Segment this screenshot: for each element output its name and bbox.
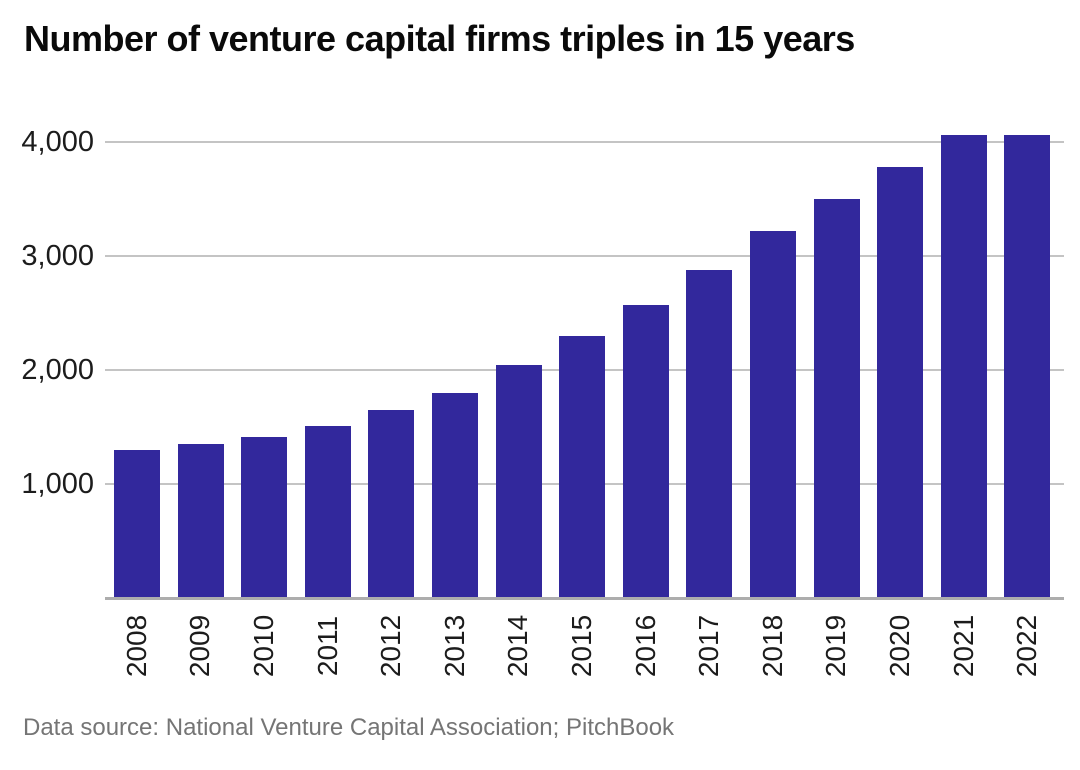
data-source-caption: Data source: National Venture Capital As… — [23, 714, 675, 741]
bar-2012 — [368, 410, 415, 598]
bar-2018 — [750, 230, 796, 598]
bar-2017 — [686, 269, 733, 598]
bar-2009 — [177, 444, 224, 598]
bar-2011 — [304, 425, 351, 598]
bar-2010 — [241, 436, 288, 598]
x-tick-label-text: 2019 — [820, 614, 852, 678]
x-tick-label-text: 2014 — [502, 614, 534, 678]
bar-2013 — [432, 392, 478, 598]
y-tick-label-3000: 3,000 — [21, 240, 94, 272]
bar-2021 — [940, 134, 987, 598]
bar-2015 — [559, 335, 606, 598]
y-tick-label-2000: 2,000 — [21, 354, 94, 386]
y-tick-label-1000: 1,000 — [21, 468, 94, 500]
x-tick-label-text: 2015 — [566, 614, 598, 678]
x-tick-label-text: 2022 — [1011, 614, 1043, 678]
gridline-4000 — [105, 141, 1064, 143]
bar-2020 — [877, 167, 924, 598]
x-tick-label-text: 2017 — [693, 614, 725, 678]
bar-2008 — [114, 449, 160, 598]
x-axis-line — [105, 597, 1064, 600]
x-tick-label-text: 2009 — [184, 614, 216, 678]
x-tick-label-text: 2016 — [629, 614, 661, 678]
bar-2019 — [813, 199, 860, 598]
x-tick-label-2022: 2022 — [981, 600, 1073, 692]
x-tick-label-text: 2012 — [375, 614, 407, 678]
x-tick-label-text: 2018 — [756, 614, 788, 678]
x-tick-label-text: 2013 — [438, 614, 470, 678]
bar-2016 — [622, 305, 669, 598]
gridline-3000 — [105, 255, 1064, 257]
chart-title: Number of venture capital firms triples … — [24, 18, 855, 59]
x-tick-label-text: 2020 — [884, 614, 916, 678]
x-tick-label-text: 2008 — [120, 614, 152, 678]
y-tick-label-4000: 4,000 — [21, 126, 94, 158]
x-tick-label-text: 2021 — [947, 614, 979, 678]
bar-2014 — [495, 364, 542, 598]
x-tick-label-text: 2010 — [248, 614, 280, 678]
bar-2022 — [1004, 135, 1051, 598]
x-tick-label-text: 2011 — [311, 615, 343, 677]
